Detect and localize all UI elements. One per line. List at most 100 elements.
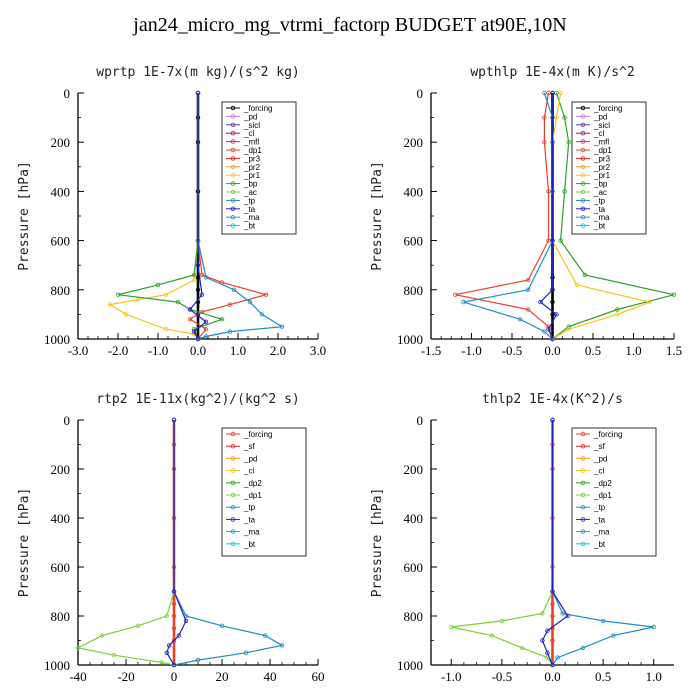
x-tick-label: -1.0: [461, 343, 482, 358]
x-tick-label: -1.0: [441, 669, 462, 684]
data-point: [574, 282, 579, 288]
data-point: [550, 589, 555, 594]
legend-entry: _pd: [593, 454, 607, 463]
legend-marker: [230, 541, 236, 546]
legend-entry: _pr1: [593, 171, 611, 180]
legend-marker: [580, 172, 586, 178]
legend-marker: [580, 492, 586, 498]
data-point: [550, 638, 555, 643]
legend-entry: _dp1: [593, 146, 612, 155]
legend-marker: [580, 105, 586, 111]
data-point: [550, 601, 555, 606]
data-point: [247, 299, 253, 305]
legend-entry: _sf: [593, 442, 605, 451]
data-point: [219, 623, 225, 628]
x-tick-label: -3.0: [68, 343, 89, 358]
data-point: [203, 275, 209, 280]
legend-entry: _pd: [243, 112, 257, 121]
legend-entry: _tp: [593, 196, 606, 205]
data-point: [550, 417, 555, 423]
data-point: [600, 618, 606, 624]
legend-entry: _dp1: [243, 491, 262, 500]
series-line-tp: [463, 92, 554, 340]
data-point: [279, 643, 285, 648]
series-line-ta: [541, 420, 569, 666]
panel-3: thlp2 1E-4x(K^2)/s Pressure [hPa] -1.0 -0.5…: [370, 392, 674, 684]
data-point: [550, 662, 555, 668]
y-tick-label: 400: [404, 184, 424, 199]
legend-entry: _pr3: [593, 154, 611, 163]
series-line-tp: [173, 420, 284, 666]
legend-entry: _ma: [593, 213, 610, 222]
legend-marker: [230, 105, 236, 111]
data-point: [538, 299, 543, 305]
y-tick-label: 800: [404, 609, 424, 624]
data-point: [195, 287, 201, 292]
data-point: [540, 638, 545, 643]
legend-entry: _cl: [593, 129, 604, 138]
y-tick-label: 200: [404, 462, 424, 477]
data-point: [615, 307, 620, 312]
data-point: [183, 618, 189, 624]
y-tick-label: 400: [51, 184, 71, 199]
legend-entry: _forcing: [243, 430, 272, 439]
data-point: [163, 327, 169, 332]
data-point: [615, 312, 620, 317]
y-tick-label: 0: [417, 86, 424, 101]
x-tick-label: 0.0: [544, 343, 560, 358]
legend-entry: _cl: [593, 467, 604, 476]
y-tick-label: 200: [404, 135, 424, 150]
legend-entry: _tp: [243, 196, 256, 205]
legend-marker: [230, 181, 236, 186]
x-tick-label: 0.0: [190, 343, 206, 358]
data-point: [203, 334, 209, 339]
legend-entry: _pr2: [243, 163, 261, 172]
data-point: [566, 327, 571, 332]
panel-title: wpthlp 1E-4x(m K)/s^2: [470, 65, 634, 80]
data-point: [195, 263, 201, 268]
panel-2: rtp2 1E-11x(kg^2)/(kg^2 s) Pressure [hPa]…: [17, 392, 325, 684]
y-axis-label: Pressure [hPa]: [370, 161, 385, 271]
data-point: [164, 650, 169, 655]
data-point: [135, 297, 141, 302]
data-point: [545, 650, 550, 655]
x-tick-label: 3.0: [310, 343, 326, 358]
legend-marker: [230, 431, 236, 437]
legend-entry: _cl: [243, 129, 254, 138]
x-tick-label: 1.5: [666, 343, 682, 358]
y-tick-label: 0: [64, 413, 71, 428]
main-title: jan24_micro_mg_vtrmi_factorp BUDGET at90…: [133, 14, 567, 36]
data-point: [558, 90, 563, 96]
x-tick-label: 0.0: [544, 669, 560, 684]
series-line-tp: [551, 420, 654, 666]
data-point: [542, 115, 547, 120]
x-tick-label: 1.0: [625, 343, 641, 358]
legend-marker: [230, 468, 236, 473]
legend-entry: _pd: [593, 112, 607, 121]
y-axis-label: Pressure [hPa]: [17, 488, 32, 598]
legend-marker: [580, 529, 586, 534]
y-axis-label: Pressure [hPa]: [17, 161, 32, 271]
legend-marker: [580, 505, 586, 510]
legend-entry: _bp: [243, 180, 258, 189]
data-point: [558, 238, 563, 243]
data-point: [542, 139, 547, 145]
legend-marker: [580, 541, 586, 546]
legend-marker: [580, 114, 586, 119]
x-tick-label: -1.0: [148, 343, 169, 358]
data-point: [263, 292, 269, 297]
x-tick-label: -0.5: [492, 669, 513, 684]
data-point: [554, 312, 559, 317]
legend-entry: _ta: [243, 515, 256, 524]
data-point: [259, 312, 265, 317]
x-tick-label: 40: [264, 669, 277, 684]
series-line-ta: [166, 420, 187, 666]
data-point: [519, 645, 525, 651]
data-point: [449, 624, 454, 630]
legend-entry: _ta: [593, 205, 606, 214]
data-point: [566, 324, 571, 329]
legend-entry: _pr3: [243, 154, 261, 163]
series-line-dp1: [451, 420, 554, 666]
panel-title: wprtp 1E-7x(m kg)/(s^2 kg): [96, 65, 300, 80]
data-point: [647, 299, 652, 305]
